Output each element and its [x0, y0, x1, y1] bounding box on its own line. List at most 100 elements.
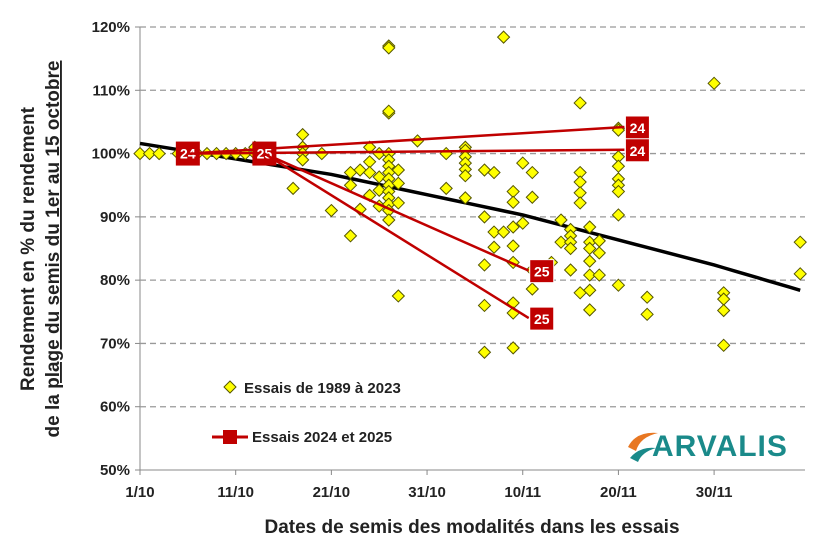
- data-point: [382, 41, 396, 55]
- end-marker: [624, 138, 650, 163]
- data-point: [133, 146, 147, 161]
- data-point: [583, 303, 597, 317]
- data-point: [496, 225, 511, 239]
- data-point: [573, 286, 587, 300]
- data-point: [583, 283, 597, 297]
- data-point: [353, 163, 367, 177]
- data-point: [142, 146, 157, 161]
- data-point: [439, 181, 453, 196]
- data-point: [563, 241, 578, 256]
- y-tick-label: 50%: [100, 462, 130, 479]
- y-axis-title-underlined: plage du semis du 1er au 15 octobre: [43, 61, 64, 389]
- legend-label-2024-2025: Essais 2024 et 2025: [252, 429, 392, 446]
- data-point: [477, 210, 492, 224]
- y-tick-label: 60%: [100, 399, 130, 416]
- x-tick-label: 30/11: [696, 484, 733, 501]
- y-tick-label: 70%: [100, 335, 130, 352]
- data-point: [458, 169, 473, 183]
- data-point: [793, 267, 807, 281]
- data-point: [391, 176, 406, 191]
- data-point: [382, 104, 396, 118]
- data-point: [372, 170, 386, 184]
- data-point: [477, 163, 492, 177]
- red-series-line: [263, 152, 530, 272]
- data-point: [506, 341, 520, 355]
- data-point: [353, 202, 367, 216]
- y-tick-label: 110%: [92, 82, 130, 99]
- x-tick-label: 1/10: [125, 484, 154, 501]
- data-point: [583, 254, 597, 268]
- legend-square-marker: [223, 430, 237, 444]
- end-marker-label: 25: [534, 311, 550, 327]
- legend-label-1989-2023: Essais de 1989 à 2023: [244, 380, 401, 397]
- data-point: [793, 235, 807, 249]
- data-point: [716, 303, 731, 318]
- data-point: [362, 140, 377, 154]
- y-axis-title-prefix: de la: [43, 389, 64, 438]
- data-point: [506, 220, 520, 234]
- y-tick-label: 90%: [100, 209, 130, 226]
- y-tick-label: 80%: [100, 272, 130, 289]
- end-marker-label: 25: [534, 264, 550, 280]
- end-marker: [529, 306, 555, 331]
- data-point: [611, 208, 626, 222]
- data-point: [477, 298, 492, 313]
- data-point: [716, 338, 731, 353]
- data-point: [592, 268, 606, 282]
- x-axis-title: Dates de semis des modalités dans les es…: [264, 517, 679, 538]
- svg-text:ARVALIS: ARVALIS: [652, 430, 788, 463]
- x-tick-label: 11/10: [217, 484, 254, 501]
- data-point: [295, 153, 310, 167]
- data-point: [295, 127, 310, 142]
- data-point: [525, 190, 540, 204]
- data-point: [372, 183, 386, 197]
- arvalis-logo: ARVALIS: [628, 430, 788, 463]
- data-point: [506, 239, 520, 253]
- y-tick-label: 120%: [92, 19, 130, 36]
- grid: [135, 26, 805, 475]
- data-point: [477, 258, 492, 272]
- data-point: [152, 146, 166, 161]
- data-point: [487, 165, 501, 180]
- data-point: [324, 203, 339, 218]
- data-point: [362, 165, 377, 180]
- data-point: [611, 184, 626, 199]
- data-point: [439, 146, 453, 161]
- end-marker: [529, 259, 555, 284]
- x-tick-labels: 1/10 11/10 21/10 31/10 10/11 20/11 30/11: [125, 484, 732, 501]
- data-point: [391, 289, 406, 303]
- data-point: [477, 345, 492, 359]
- y-tick-labels: 50% 60% 70% 80% 90% 100% 110% 120%: [92, 19, 130, 479]
- red-series-line: [263, 152, 530, 320]
- data-point: [525, 165, 540, 180]
- data-point: [640, 307, 654, 322]
- data-point: [563, 263, 578, 277]
- data-point: [516, 156, 530, 170]
- legend-diamond-marker: [223, 380, 237, 394]
- data-point: [487, 225, 501, 239]
- data-point: [516, 216, 530, 230]
- logo-swoosh: [628, 432, 658, 451]
- data-point: [573, 196, 587, 210]
- x-tick-label: 21/10: [313, 484, 351, 501]
- data-point: [391, 163, 406, 177]
- data-point: [640, 290, 654, 304]
- data-point: [592, 246, 606, 260]
- legend: Essais de 1989 à 2023 Essais 2024 et 202…: [212, 380, 401, 446]
- x-tick-label: 20/11: [600, 484, 637, 501]
- data-point: [554, 213, 568, 227]
- data-point: [506, 195, 520, 210]
- x-tick-label: 10/11: [504, 484, 541, 501]
- data-point: [487, 240, 501, 254]
- data-point: [496, 30, 511, 44]
- y-tick-label: 100%: [92, 146, 130, 163]
- data-point: [458, 191, 473, 205]
- data-point: [382, 213, 396, 227]
- data-point: [611, 278, 626, 292]
- data-point: [573, 96, 587, 110]
- data-point: [611, 159, 626, 173]
- data-point: [707, 76, 721, 91]
- data-point: [391, 196, 406, 210]
